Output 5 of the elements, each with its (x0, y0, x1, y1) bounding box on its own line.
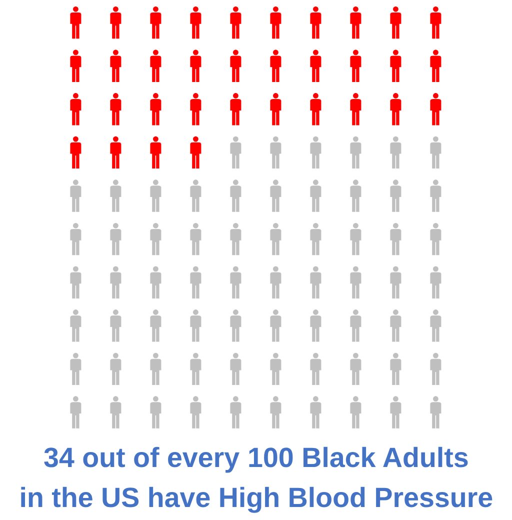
text: in the US have High Blood Pressure (21, 486, 492, 513)
text: out of every (83, 446, 240, 473)
text: Black Adults (303, 446, 468, 468)
data-label: 100 (249, 448, 293, 468)
data-label: 34 (44, 448, 74, 468)
